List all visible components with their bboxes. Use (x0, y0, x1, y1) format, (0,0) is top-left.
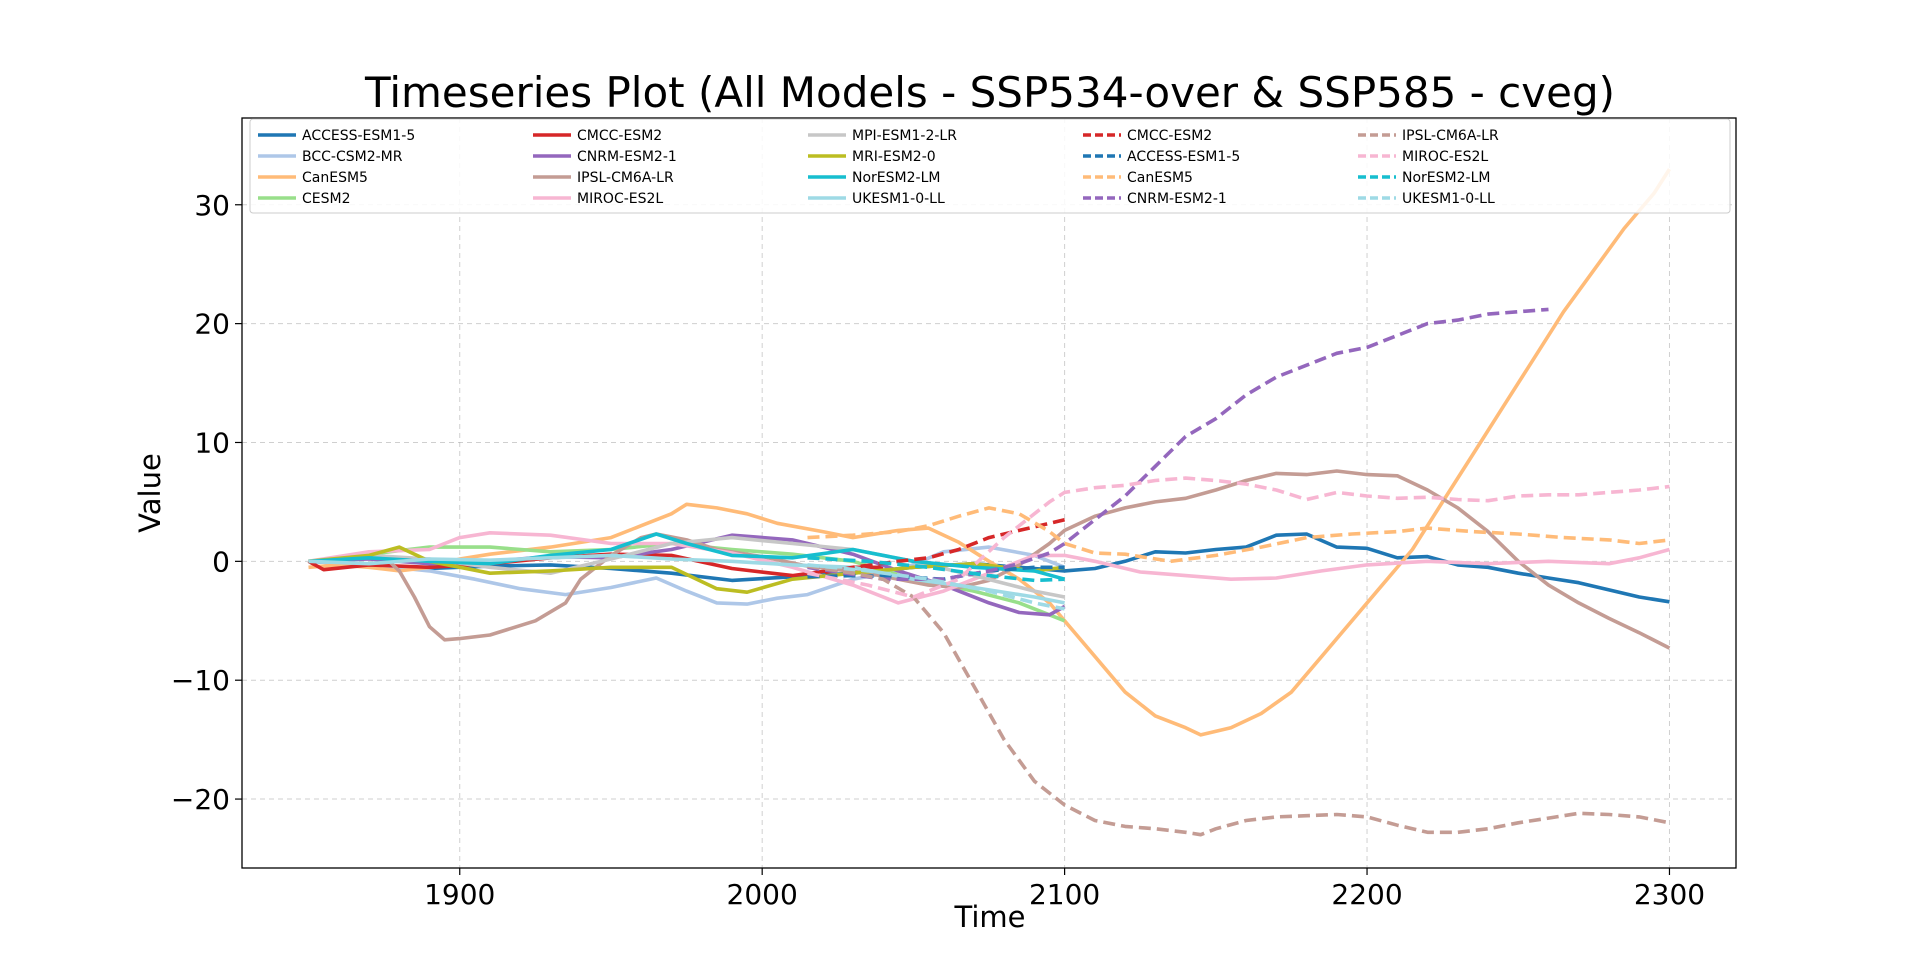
series-line (807, 563, 1065, 611)
legend-label: CNRM-ESM2-1 (577, 149, 677, 165)
legend: ACCESS-ESM1-5 BCC-CSM2-MR CanESM5 CESM2 CMCC… (249, 118, 1731, 214)
legend-label: IPSL-CM6A-LR (577, 170, 674, 186)
legend-label: IPSL-CM6A-LR (1402, 128, 1499, 144)
x-tick-label: 2000 (727, 878, 798, 911)
y-tick-label: 30 (194, 189, 230, 222)
plot-frame (241, 117, 1737, 869)
x-axis-label: Time (954, 900, 1026, 934)
legend-label: CNRM-ESM2-1 (1127, 191, 1227, 207)
series-line (308, 531, 1670, 605)
chart-title: Timeseries Plot (All Models - SSP534-ove… (364, 68, 1615, 117)
axes: 1900 2000 2100 2200 2300 −20 −10 0 10 20 30 (171, 117, 1737, 911)
legend-label: MIROC-ES2L (1402, 149, 1488, 165)
series-lines (307, 168, 1672, 837)
legend-label: CanESM5 (302, 170, 368, 186)
series-line (807, 564, 1670, 837)
series-line (807, 556, 1065, 583)
legend-label: CanESM5 (1127, 170, 1193, 186)
y-tick-label: 10 (194, 426, 230, 459)
legend-label: CESM2 (302, 191, 351, 207)
legend-label: UKESM1-0-LL (852, 191, 945, 207)
x-tick-label: 2100 (1029, 878, 1100, 911)
legend-label: NorESM2-LM (852, 170, 940, 186)
series-line (807, 476, 1670, 599)
y-axis-label: Value (133, 453, 167, 533)
legend-label: ACCESS-ESM1-5 (1127, 149, 1240, 165)
series-line (308, 532, 1066, 581)
legend-label: CMCC-ESM2 (577, 128, 662, 144)
y-tick-label: 0 (212, 545, 230, 578)
y-tick-label: −10 (171, 664, 230, 697)
x-tick-label: 2200 (1331, 878, 1402, 911)
legend-label: MPI-ESM1-2-LR (852, 128, 957, 144)
series-line (308, 553, 1065, 605)
series-line (807, 506, 1670, 564)
legend-box (249, 118, 1731, 214)
legend-label: CMCC-ESM2 (1127, 128, 1212, 144)
x-tick-label: 2300 (1634, 878, 1705, 911)
legend-label: MRI-ESM2-0 (852, 149, 936, 165)
x-tick-label: 1900 (424, 878, 495, 911)
series-line (308, 545, 1066, 606)
legend-label: NorESM2-LM (1402, 170, 1490, 186)
series-line (308, 168, 1672, 737)
legend-label: MIROC-ES2L (577, 191, 663, 207)
series-line (308, 532, 1670, 604)
y-tick-label: 20 (194, 308, 230, 341)
legend-label: ACCESS-ESM1-5 (302, 128, 415, 144)
series-line (807, 307, 1549, 581)
legend-label: UKESM1-0-LL (1402, 191, 1495, 207)
y-tick-label: −20 (171, 783, 230, 816)
legend-label: BCC-CSM2-MR (302, 149, 403, 165)
